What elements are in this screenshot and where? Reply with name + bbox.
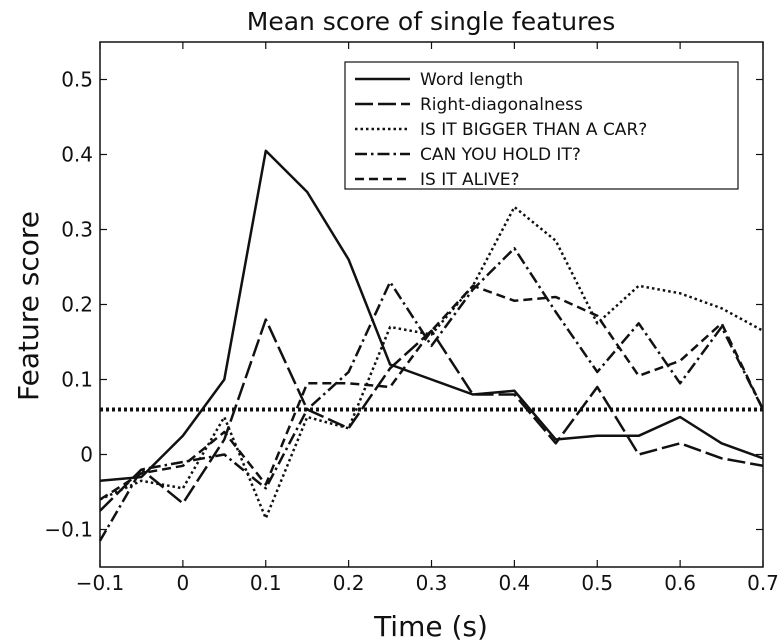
legend: Word length Right-diagonalness IS IT BIGGE…: [344, 61, 739, 190]
x-tick-label: 0.5: [581, 571, 613, 595]
series-line-2: [99, 318, 764, 512]
x-tick-label: 0.3: [416, 571, 448, 595]
series-line-3: [99, 205, 764, 520]
x-tick-label: −0.1: [76, 571, 125, 595]
axis-ticks: −0.1 0 0.1 0.2 0.3 0.4 0.5 0.6 0.7 −0.1 0 0.1 0.2 0.3…: [44, 42, 779, 595]
x-tick-label: 0.6: [664, 571, 696, 595]
y-tick-label: 0.4: [61, 143, 93, 167]
x-tick-label: 0.7: [747, 571, 779, 595]
y-tick-label: 0: [80, 443, 93, 467]
legend-label-1: Word length: [420, 70, 523, 90]
y-tick-label: −0.1: [44, 518, 93, 542]
series-line-4: [98, 247, 765, 542]
legend-label-4: CAN YOU HOLD IT?: [420, 145, 581, 165]
series-layer: [98, 149, 765, 542]
x-axis-label: Time (s): [373, 610, 488, 643]
y-tick-label: 0.3: [61, 218, 93, 242]
y-axis-label: Feature score: [12, 211, 45, 401]
legend-label-3: IS IT BIGGER THAN A CAR?: [420, 120, 647, 140]
y-tick-label: 0.2: [61, 293, 93, 317]
legend-label-5: IS IT ALIVE?: [420, 170, 520, 190]
series-line-5: [99, 284, 765, 501]
legend-label-2: Right-diagonalness: [420, 95, 583, 115]
chart-title: Mean score of single features: [247, 7, 615, 36]
x-tick-label: 0.4: [498, 571, 530, 595]
x-tick-label: 0.1: [250, 571, 282, 595]
x-tick-label: 0.2: [333, 571, 365, 595]
legend-box: [344, 61, 739, 190]
x-tick-label: 0: [177, 571, 190, 595]
series-line-1: [99, 149, 764, 483]
y-tick-label: 0.1: [61, 368, 93, 392]
y-tick-label: 0.5: [61, 68, 93, 92]
